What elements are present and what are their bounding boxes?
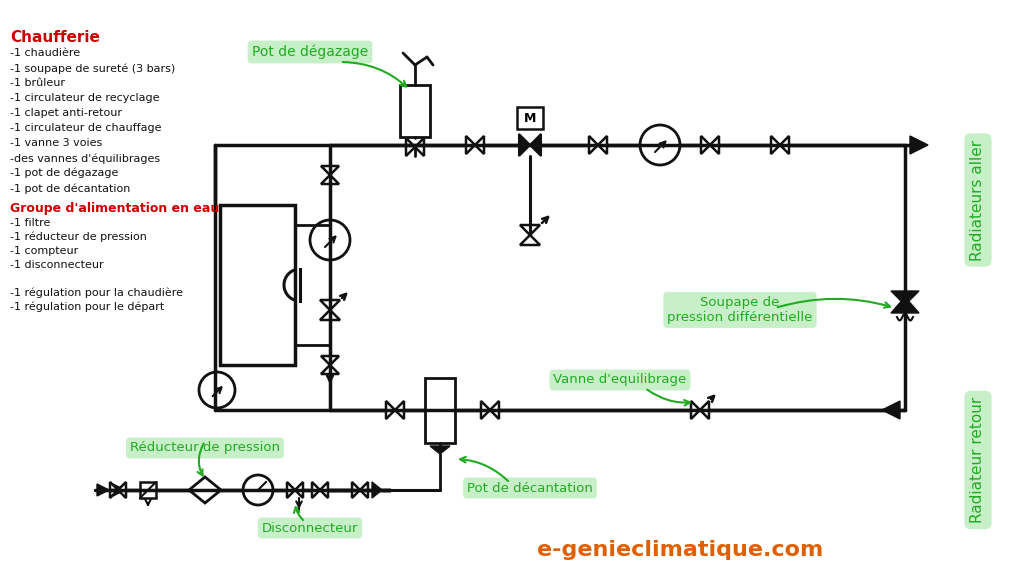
Text: -1 clapet anti-retour: -1 clapet anti-retour — [10, 108, 122, 118]
Text: Groupe d'alimentation en eau: Groupe d'alimentation en eau — [10, 202, 219, 215]
Polygon shape — [372, 482, 382, 498]
Polygon shape — [319, 482, 328, 498]
Text: -1 brûleur: -1 brûleur — [10, 78, 65, 88]
Text: -1 chaudière: -1 chaudière — [10, 48, 80, 58]
Polygon shape — [910, 136, 928, 154]
Polygon shape — [520, 235, 540, 245]
Text: -1 pot de dégazage: -1 pot de dégazage — [10, 168, 119, 179]
Polygon shape — [701, 136, 710, 154]
Polygon shape — [481, 401, 490, 419]
Polygon shape — [97, 484, 109, 496]
Circle shape — [243, 475, 273, 505]
Text: Radiateur retour: Radiateur retour — [971, 397, 985, 523]
Polygon shape — [113, 484, 125, 496]
Text: Soupape de
pression différentielle: Soupape de pression différentielle — [668, 296, 813, 324]
Polygon shape — [118, 482, 126, 498]
Text: Disconnecteur: Disconnecteur — [262, 521, 358, 535]
Bar — [400, 85, 430, 137]
Text: -1 compteur: -1 compteur — [10, 246, 78, 256]
Polygon shape — [700, 401, 709, 419]
Polygon shape — [530, 134, 541, 156]
Polygon shape — [691, 401, 700, 419]
Polygon shape — [406, 138, 415, 156]
Polygon shape — [319, 310, 340, 320]
Bar — [517, 107, 543, 129]
Text: -1 vanne 3 voies: -1 vanne 3 voies — [10, 138, 102, 148]
Polygon shape — [321, 166, 339, 175]
Circle shape — [310, 220, 350, 260]
Polygon shape — [475, 136, 484, 154]
Text: -1 disconnecteur: -1 disconnecteur — [10, 260, 103, 270]
Text: -1 réducteur de pression: -1 réducteur de pression — [10, 232, 146, 242]
Polygon shape — [321, 175, 339, 184]
Polygon shape — [589, 136, 598, 154]
Text: Pot de décantation: Pot de décantation — [467, 482, 593, 495]
Polygon shape — [321, 365, 339, 374]
Polygon shape — [395, 401, 404, 419]
Polygon shape — [189, 477, 221, 503]
Bar — [140, 482, 156, 498]
Text: -1 pot de décantation: -1 pot de décantation — [10, 183, 130, 194]
Polygon shape — [780, 136, 790, 154]
Text: -des vannes d'équilibrages: -des vannes d'équilibrages — [10, 153, 160, 164]
Text: Radiateurs aller: Radiateurs aller — [971, 139, 985, 260]
Polygon shape — [386, 401, 395, 419]
Polygon shape — [415, 138, 424, 156]
Circle shape — [640, 125, 680, 165]
Text: Chaufferie: Chaufferie — [10, 30, 100, 45]
Polygon shape — [598, 136, 607, 154]
Bar — [220, 205, 295, 365]
Polygon shape — [891, 297, 919, 313]
Text: -1 soupape de sureté (3 bars): -1 soupape de sureté (3 bars) — [10, 63, 175, 74]
Polygon shape — [771, 136, 780, 154]
Polygon shape — [430, 446, 450, 454]
Polygon shape — [360, 482, 368, 498]
Text: -1 régulation pour la chaudière: -1 régulation pour la chaudière — [10, 288, 183, 298]
Polygon shape — [352, 482, 360, 498]
Text: Pot de dégazage: Pot de dégazage — [252, 45, 368, 59]
Polygon shape — [466, 136, 475, 154]
Text: -1 circulateur de recyclage: -1 circulateur de recyclage — [10, 93, 160, 103]
Polygon shape — [490, 401, 499, 419]
Text: -1 filtre: -1 filtre — [10, 218, 50, 228]
Polygon shape — [882, 401, 900, 419]
Text: Réducteur de pression: Réducteur de pression — [130, 441, 280, 454]
Text: Vanne d'equilibrage: Vanne d'equilibrage — [553, 373, 687, 386]
Polygon shape — [287, 482, 295, 498]
Polygon shape — [295, 482, 303, 498]
Text: e-genieclimatique.com: e-genieclimatique.com — [537, 540, 823, 560]
Polygon shape — [321, 356, 339, 365]
Polygon shape — [319, 300, 340, 310]
Polygon shape — [710, 136, 719, 154]
Polygon shape — [891, 291, 919, 305]
Text: -1 régulation pour le départ: -1 régulation pour le départ — [10, 302, 164, 313]
Polygon shape — [519, 134, 530, 156]
Text: -1 circulateur de chauffage: -1 circulateur de chauffage — [10, 123, 162, 133]
Bar — [425, 378, 455, 443]
Polygon shape — [110, 482, 118, 498]
Polygon shape — [312, 482, 319, 498]
Text: M: M — [524, 112, 537, 124]
Polygon shape — [520, 225, 540, 235]
Circle shape — [199, 372, 234, 408]
